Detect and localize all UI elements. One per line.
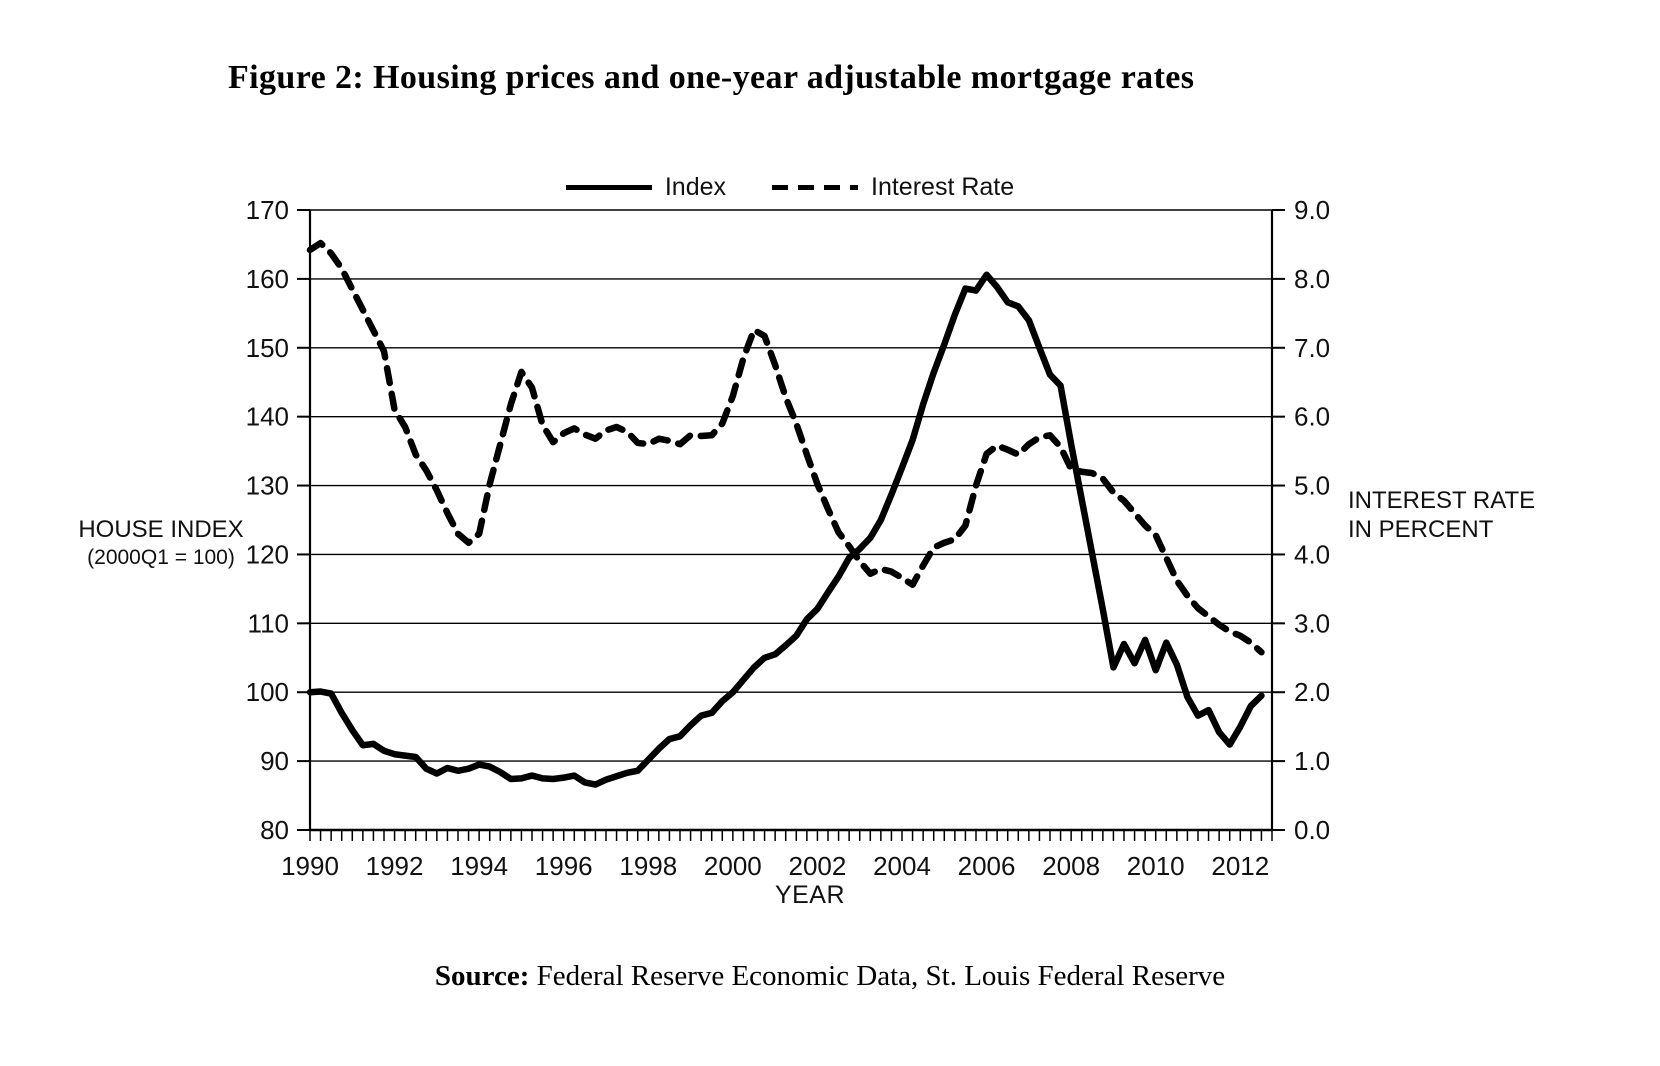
right-tick-8.0: 8.0 (1294, 264, 1330, 294)
left-tick-160: 160 (246, 264, 289, 294)
x-tick-2004: 2004 (873, 851, 931, 881)
left-tick-80: 80 (260, 815, 289, 845)
x-tick-1994: 1994 (450, 851, 508, 881)
left-axis-tick-labels: 80 90 100 110 120 130 140 150 160 170 (246, 195, 289, 845)
right-tick-2.0: 2.0 (1294, 677, 1330, 707)
x-tick-2012: 2012 (1211, 851, 1269, 881)
legend-item-index: Index (565, 172, 727, 202)
left-axis-title: HOUSE INDEX (2000Q1 = 100) (66, 486, 256, 599)
legend-item-interest-rate: Interest Rate (772, 173, 1014, 202)
legend-swatch-dashed-icon (772, 184, 859, 190)
chart-legend: Index Interest Rate (540, 170, 1040, 204)
x-tick-1996: 1996 (535, 851, 593, 881)
x-tick-2002: 2002 (789, 851, 847, 881)
source-caption: Source: Federal Reserve Economic Data, S… (0, 960, 1660, 993)
left-tick-120: 120 (246, 539, 289, 569)
source-label: Source: (434, 960, 530, 992)
x-axis-title: YEAR (774, 881, 846, 909)
data-series-layer (306, 239, 1265, 788)
left-tick-110: 110 (248, 608, 289, 638)
right-tick-0.0: 0.0 (1294, 815, 1330, 845)
axis-ticks (297, 209, 1285, 831)
gridlines (310, 209, 1272, 762)
legend-label-interest-rate: Interest Rate (871, 172, 1015, 201)
x-tick-1992: 1992 (366, 851, 424, 881)
x-tick-2000: 2000 (704, 851, 762, 881)
right-tick-7.0: 7.0 (1294, 333, 1330, 363)
series-line-index (306, 271, 1265, 788)
left-tick-90: 90 (260, 746, 289, 776)
left-axis-title-main: HOUSE INDEX (78, 516, 244, 544)
x-tick-2006: 2006 (958, 851, 1016, 881)
x-tick-1998: 1998 (619, 851, 677, 881)
left-tick-150: 150 (246, 333, 289, 363)
legend-swatch-solid-icon (565, 184, 652, 190)
x-minor-ticks (309, 830, 1273, 841)
right-axis-title: INTEREST RATE IN PERCENT (1348, 487, 1536, 544)
x-tick-2008: 2008 (1042, 851, 1100, 881)
source-text: Federal Reserve Economic Data, St. Louis… (529, 960, 1226, 992)
x-axis-tick-labels: 1990 1992 1994 1996 1998 2000 2002 2004 2006 2008… (281, 851, 1269, 881)
right-tick-4.0: 4.0 (1294, 539, 1330, 569)
left-tick-170: 170 (246, 195, 289, 225)
series-line-interest-rate (306, 239, 1265, 656)
left-axis-title-sub: (2000Q1 = 100) (87, 545, 235, 569)
axis-frame (308, 210, 1274, 832)
right-tick-3.0: 3.0 (1294, 608, 1330, 638)
x-tick-2010: 2010 (1127, 851, 1185, 881)
left-tick-130: 130 (246, 471, 289, 501)
right-tick-9.0: 9.0 (1294, 195, 1330, 225)
left-tick-140: 140 (246, 402, 289, 432)
figure-title: Figure 2: Housing prices and one-year ad… (228, 59, 1195, 96)
right-axis-tick-labels: 0.0 1.0 2.0 3.0 4.0 5.0 6.0 7.0 8.0 9.0 (1294, 195, 1330, 845)
left-tick-100: 100 (246, 677, 289, 707)
right-tick-6.0: 6.0 (1294, 402, 1330, 432)
right-tick-5.0: 5.0 (1294, 471, 1330, 501)
x-tick-1990: 1990 (281, 851, 339, 881)
legend-label-index: Index (664, 172, 727, 201)
right-tick-1.0: 1.0 (1294, 746, 1330, 776)
